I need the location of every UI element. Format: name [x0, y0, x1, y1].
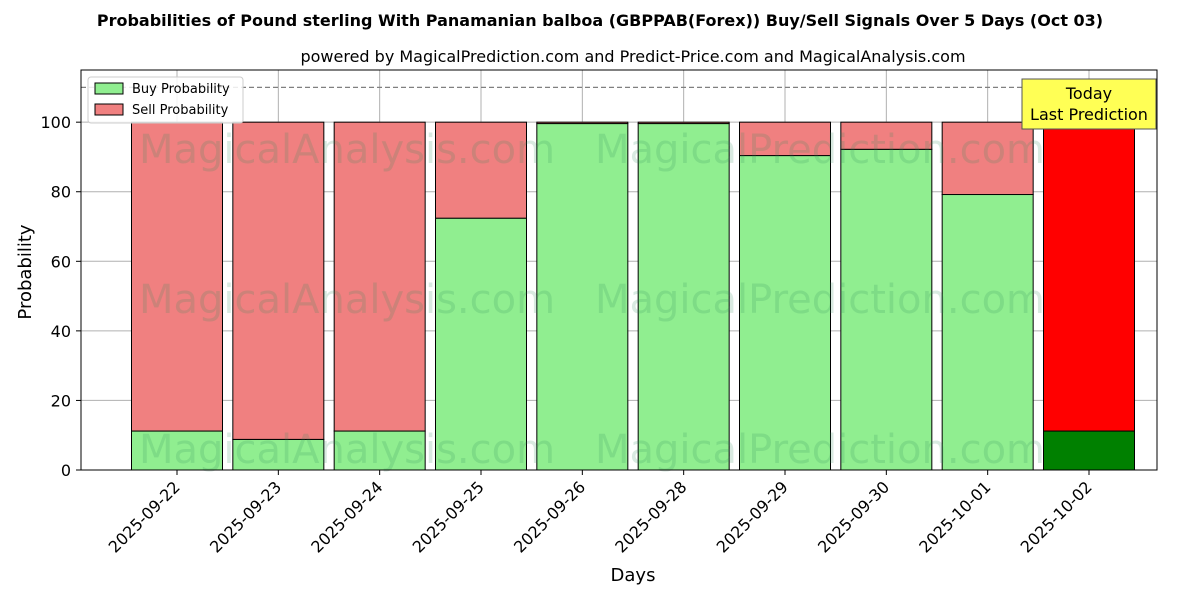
watermark-2: MagicalAnalysis.com — [139, 277, 555, 323]
sell-bar-2025-09-23 — [232, 121, 325, 440]
x-tick-label-7: 2025-09-30 — [814, 477, 893, 556]
buy-bar-2025-09-28 — [637, 123, 730, 471]
sell-bar-2025-09-25 — [435, 121, 527, 219]
x-tick-label-4: 2025-09-26 — [510, 477, 589, 556]
plot-frame — [80, 69, 1158, 471]
buy-bar-2025-09-24 — [333, 430, 426, 471]
buy-bar-2025-09-30 — [840, 148, 933, 471]
x-tick-label-6: 2025-09-29 — [713, 477, 792, 556]
chart-subtitle: powered by MagicalPrediction.com and Pre… — [300, 47, 965, 66]
sell-bar-2025-09-29 — [739, 121, 831, 157]
buy-bar-2025-10-02 — [1043, 430, 1135, 471]
today-annotation: Today Last Prediction — [1021, 78, 1157, 130]
watermark-0: MagicalAnalysis.com — [139, 127, 555, 173]
x-tick-label-0: 2025-09-22 — [105, 477, 184, 556]
watermark-1: MagicalPrediction.com — [595, 127, 1045, 173]
sell-bar-2025-10-02 — [1043, 121, 1135, 432]
annotation-line2: Last Prediction — [1030, 105, 1148, 124]
y-tick-label-2: 40 — [51, 322, 71, 341]
legend-swatch-buy — [94, 82, 124, 95]
sell-bar-2025-09-24 — [333, 121, 426, 432]
buy-bar-2025-09-25 — [435, 217, 527, 471]
watermark-3: MagicalPrediction.com — [595, 277, 1045, 323]
annotation-box — [1021, 78, 1157, 130]
legend: Buy Probability Sell Probability — [87, 76, 244, 124]
sell-bar-2025-09-22 — [131, 121, 223, 432]
x-axis-label: Days — [611, 565, 656, 586]
sell-bar-2025-09-26 — [536, 121, 629, 125]
chart-title: Probabilities of Pound sterling With Pan… — [97, 11, 1103, 30]
sell-bar-2025-10-01 — [941, 121, 1034, 196]
x-tick-label-8: 2025-10-01 — [915, 477, 994, 556]
y-tick-label-0: 0 — [61, 461, 71, 480]
x-tick-label-3: 2025-09-25 — [409, 477, 488, 556]
sell-bar-2025-09-28 — [637, 121, 730, 125]
y-tick-label-3: 60 — [51, 252, 71, 271]
x-tick-label-1: 2025-09-23 — [206, 477, 285, 556]
x-tick-label-2: 2025-09-24 — [307, 477, 386, 556]
buy-bar-2025-09-26 — [536, 123, 629, 471]
y-axis-label: Probability — [15, 224, 36, 319]
x-tick-label-9: 2025-10-02 — [1017, 477, 1096, 556]
y-tick-label-5: 100 — [40, 113, 71, 132]
watermark-4: MagicalAnalysis.com — [139, 427, 555, 473]
x-tick-label-5: 2025-09-28 — [611, 477, 690, 556]
buy-bar-2025-09-29 — [739, 155, 831, 471]
y-tick-label-4: 80 — [51, 183, 71, 202]
legend-box — [87, 76, 244, 124]
legend-swatch-sell — [94, 103, 124, 116]
legend-label-sell: Sell Probability — [132, 103, 229, 118]
buy-bar-2025-09-23 — [232, 438, 325, 471]
annotation-line1: Today — [1065, 84, 1112, 103]
watermark-5: MagicalPrediction.com — [595, 427, 1045, 473]
legend-label-buy: Buy Probability — [132, 82, 230, 97]
sell-bar-2025-09-30 — [840, 121, 933, 150]
y-tick-label-1: 20 — [51, 391, 71, 410]
